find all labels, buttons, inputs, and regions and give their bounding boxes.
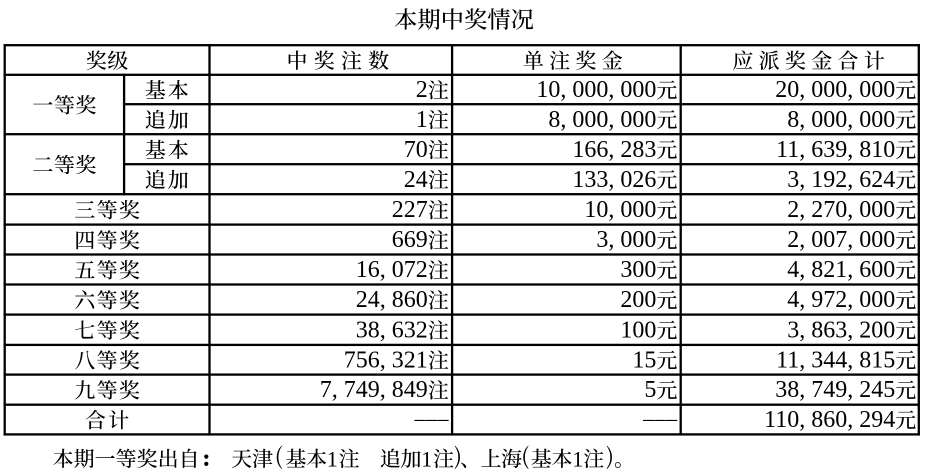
svg-text:20, 000, 000: 20, 000, 000 (775, 77, 895, 103)
svg-text:3, 000: 3, 000 (596, 227, 656, 253)
svg-text:3, 863, 200: 3, 863, 200 (787, 317, 895, 343)
svg-text:1: 1 (572, 446, 583, 471)
svg-text:38, 749, 245: 38, 749, 245 (775, 377, 895, 403)
svg-text:2, 007, 000: 2, 007, 000 (787, 227, 895, 253)
svg-text:756, 321: 756, 321 (344, 347, 428, 373)
svg-text:166, 283: 166, 283 (572, 137, 656, 163)
svg-text:10, 000, 000: 10, 000, 000 (536, 77, 656, 103)
svg-text:8, 000, 000: 8, 000, 000 (787, 107, 895, 133)
svg-text:227: 227 (392, 197, 428, 223)
svg-text:–––: ––– (642, 406, 678, 431)
svg-text:70: 70 (404, 137, 428, 163)
svg-text:15: 15 (632, 347, 656, 373)
svg-text:2: 2 (416, 77, 428, 103)
svg-text:11, 639, 810: 11, 639, 810 (776, 137, 895, 163)
svg-text:11, 344, 815: 11, 344, 815 (776, 347, 895, 373)
svg-text:8, 000, 000: 8, 000, 000 (548, 107, 656, 133)
svg-text:4, 972, 000: 4, 972, 000 (787, 287, 895, 313)
svg-text:7, 749, 849: 7, 749, 849 (320, 377, 428, 403)
svg-text:2, 270, 000: 2, 270, 000 (787, 197, 895, 223)
svg-text:300: 300 (620, 257, 656, 283)
svg-text:10, 000: 10, 000 (584, 197, 656, 223)
svg-text:133, 026: 133, 026 (572, 167, 656, 193)
svg-text:669: 669 (392, 227, 428, 253)
svg-text:1: 1 (416, 107, 428, 133)
svg-text:24: 24 (404, 167, 428, 193)
svg-text:100: 100 (620, 317, 656, 343)
svg-text:38, 632: 38, 632 (356, 317, 428, 343)
svg-text:200: 200 (620, 287, 656, 313)
svg-text:3, 192, 624: 3, 192, 624 (787, 167, 895, 193)
svg-text:1: 1 (421, 446, 432, 471)
svg-text:5: 5 (644, 377, 656, 403)
svg-text:110, 860, 294: 110, 860, 294 (764, 407, 895, 433)
svg-text:16, 072: 16, 072 (356, 257, 428, 283)
svg-text:4, 821, 600: 4, 821, 600 (787, 257, 895, 283)
svg-text:1: 1 (327, 446, 338, 471)
svg-text:–––: ––– (414, 406, 450, 431)
svg-text:24, 860: 24, 860 (356, 287, 428, 313)
